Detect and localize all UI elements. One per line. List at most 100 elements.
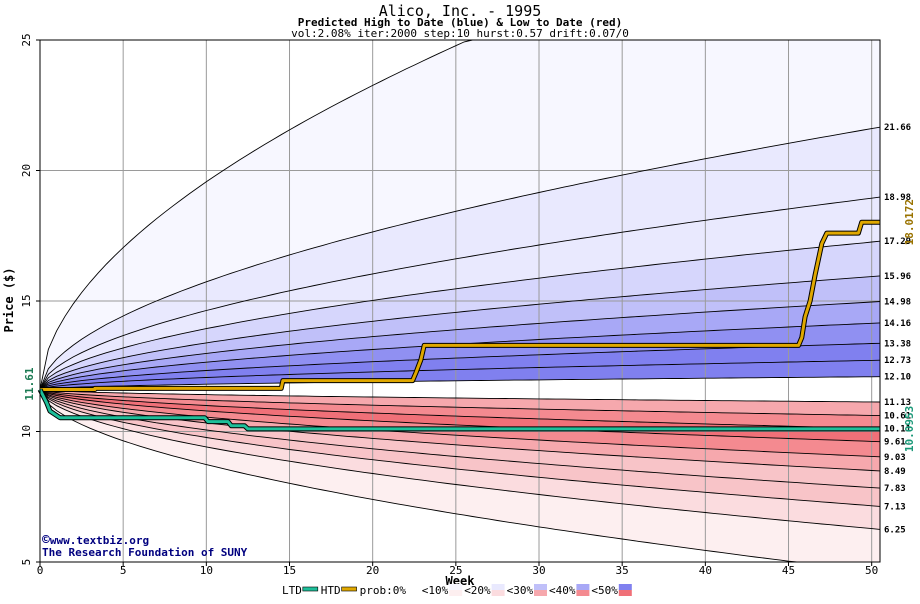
credit-site-text: www.textbiz.org	[49, 534, 150, 547]
quantile-label: 15.96	[884, 272, 911, 282]
probability-band	[40, 197, 880, 390]
x-tick-label: 10	[200, 564, 213, 577]
probability-band	[40, 389, 880, 457]
quantile-curve	[39, 359, 881, 390]
x-tick-label: 25	[449, 564, 462, 577]
legend-label: <30%	[507, 584, 534, 597]
x-tick-label: 50	[865, 564, 878, 577]
chart-title: Alico, Inc. - 1995	[379, 2, 542, 20]
legend-swatch-bottom	[406, 590, 420, 596]
x-tick-label: 40	[699, 564, 712, 577]
y-tick-label: 25	[20, 33, 33, 46]
quantile-label: 9.03	[884, 453, 906, 463]
probability-band	[40, 275, 880, 390]
legend-swatch-bottom	[491, 590, 505, 596]
probability-band	[40, 389, 880, 562]
legend-swatch-bottom	[534, 590, 547, 596]
start-price-label: 11.61	[23, 367, 36, 400]
series-ltd-line	[38, 388, 880, 431]
quantile-label: 21.66	[884, 123, 911, 133]
quantile-label: 14.16	[884, 319, 911, 329]
probability-band	[40, 389, 880, 471]
probability-band	[40, 40, 880, 390]
y-tick-label: 5	[20, 559, 33, 566]
legend-swatch-top	[406, 584, 420, 590]
quantile-label: 8.49	[884, 467, 906, 477]
probability-band	[40, 241, 880, 390]
quantile-curve	[39, 39, 498, 390]
chart-subtitle: Predicted High to Date (blue) & Low to D…	[298, 16, 623, 29]
end-label: 18.0172	[903, 199, 916, 245]
quantile-label: 17.29	[884, 237, 911, 247]
quantile-label: 11.13	[884, 398, 911, 408]
quantile-curve	[39, 389, 880, 563]
legend-swatch-top	[449, 584, 463, 590]
y-tick-label: 20	[20, 164, 33, 177]
quantile-label: 10.61	[884, 412, 911, 422]
credit-site: ©www.textbiz.org	[42, 533, 149, 548]
quantile-label: 13.38	[884, 339, 911, 349]
legend-label: LTD	[282, 584, 302, 597]
legend-label: <10%	[422, 584, 449, 597]
legend: LTD HTD prob:0% <10% <20% <30% <40% <50%	[282, 584, 632, 597]
series-lines	[37, 219, 880, 432]
y-tick-label: 15	[20, 294, 33, 307]
quantile-curve	[39, 389, 881, 443]
quantile-label: 9.61	[884, 438, 906, 448]
legend-line-swatch	[302, 586, 319, 592]
probability-band	[40, 389, 880, 489]
quantile-label: 10.11	[884, 425, 911, 435]
quantile-curve	[39, 275, 881, 390]
credit-org: The Research Foundation of SUNY	[42, 546, 248, 559]
legend-label: prob:0%	[360, 584, 407, 597]
quantile-curve	[39, 376, 881, 390]
probability-band	[40, 322, 880, 390]
probability-band	[40, 127, 880, 390]
quantile-curve	[39, 389, 881, 417]
legend-label: <40%	[549, 584, 576, 597]
probability-band	[40, 389, 880, 530]
legend-swatch-bottom	[576, 590, 590, 596]
quantile-label: 6.25	[884, 525, 906, 535]
quantile-curve	[39, 389, 881, 430]
legend-swatch-top	[534, 584, 547, 590]
quantile-curve	[39, 389, 881, 489]
quantile-curve	[39, 389, 881, 403]
probability-band	[40, 360, 880, 390]
x-tick-label: 35	[616, 564, 629, 577]
legend-line-swatch	[341, 586, 357, 592]
x-tick-label: 45	[782, 564, 795, 577]
y-axis-label: Price ($)	[2, 267, 16, 332]
legend-swatch-top	[491, 584, 505, 590]
probability-band	[40, 301, 880, 390]
x-tick-label: 15	[283, 564, 296, 577]
series-htd-line	[40, 220, 880, 391]
legend-swatch-top	[618, 584, 632, 590]
quantile-label: 18.98	[884, 193, 911, 203]
end-value-labels: 18.0172 10.0953	[903, 199, 916, 452]
quantile-labels: 21.66 18.98 17.29 15.96 14.98 14.16 13.38 12.73…	[884, 123, 911, 535]
quantile-label: 14.98	[884, 298, 911, 308]
legend-swatch-top	[576, 584, 590, 590]
probability-band	[40, 389, 880, 429]
quantile-curve	[39, 240, 881, 390]
end-label: 10.0953	[903, 406, 916, 452]
quantile-label: 12.73	[884, 356, 911, 366]
quantile-curve	[39, 389, 881, 458]
x-tick-label: 30	[532, 564, 545, 577]
x-tick-label: 20	[366, 564, 379, 577]
copyright-icon: ©	[42, 533, 50, 548]
probability-band	[40, 376, 880, 402]
legend-swatch-bottom	[449, 590, 463, 596]
quantile-label: 12.10	[884, 373, 911, 383]
quantile-curve	[39, 389, 881, 507]
quantile-curve	[39, 301, 881, 390]
quantile-curve	[39, 126, 881, 390]
x-tick-label: 0	[37, 564, 44, 577]
probability-band	[40, 389, 880, 416]
legend-label: <20%	[464, 584, 491, 597]
y-tick-label: 10	[20, 425, 33, 438]
